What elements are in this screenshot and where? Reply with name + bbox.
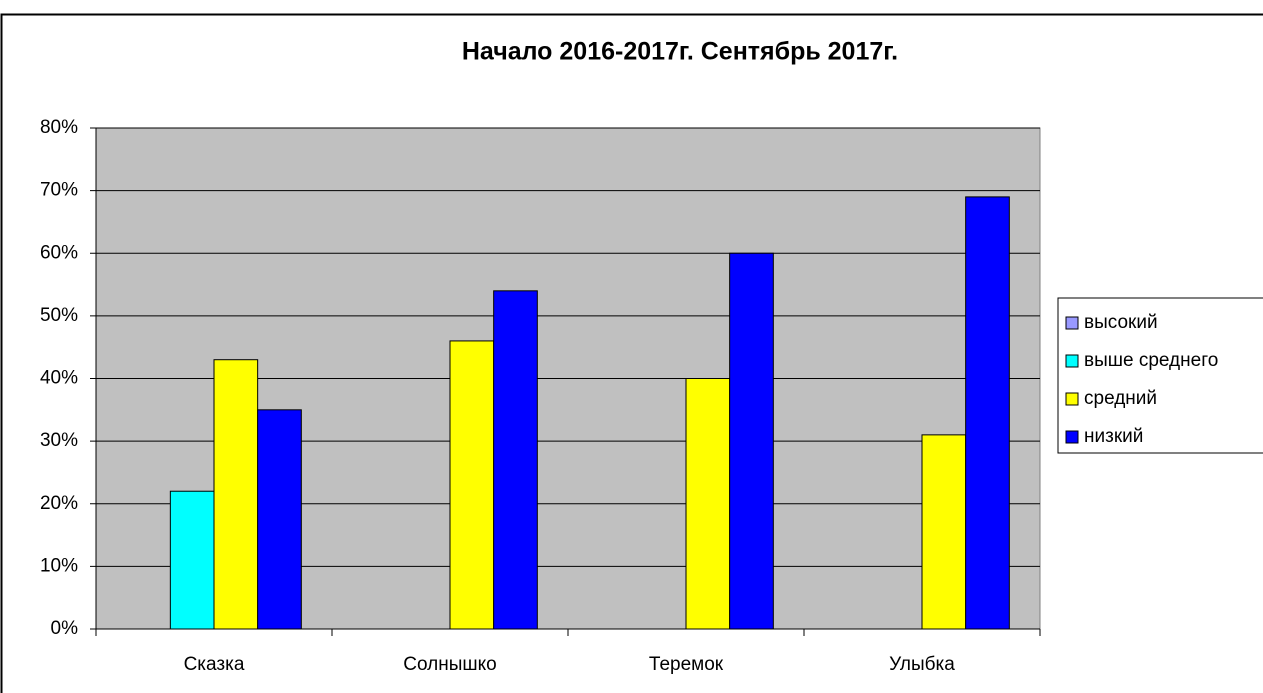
bar — [685, 378, 731, 630]
legend-label: выше среднего — [1084, 350, 1218, 371]
chart-title: Начало 2016-2017г. Сентябрь 2017г. — [462, 38, 898, 66]
bar — [965, 196, 1010, 630]
legend-label: средний — [1084, 388, 1157, 409]
legend-label: высокий — [1084, 312, 1158, 333]
y-tick-label: 40% — [40, 368, 78, 389]
bar — [213, 359, 259, 630]
y-tick-label: 50% — [40, 305, 78, 326]
y-tick-label: 10% — [40, 555, 78, 576]
legend-swatch — [1065, 354, 1079, 368]
legend-label: низкий — [1084, 426, 1143, 447]
y-tick-label: 70% — [40, 180, 78, 201]
y-tick-label: 30% — [40, 430, 78, 451]
legend-swatch — [1065, 316, 1079, 330]
x-tick-label: Сказка — [184, 654, 245, 675]
bar — [921, 434, 967, 630]
y-tick-label: 80% — [40, 117, 78, 138]
x-tick-label: Улыбка — [889, 654, 955, 675]
y-tick-label: 0% — [51, 618, 79, 639]
bar — [449, 340, 495, 630]
x-tick-label: Солнышко — [403, 654, 496, 675]
bar — [729, 252, 774, 630]
x-tick-label: Теремок — [649, 654, 724, 675]
y-tick-label: 20% — [40, 493, 78, 514]
y-tick-label: 60% — [40, 242, 78, 263]
legend-swatch — [1065, 430, 1079, 444]
legend-box — [1057, 297, 1263, 454]
bar — [493, 290, 538, 630]
legend-swatch — [1065, 392, 1079, 406]
bar — [169, 490, 215, 630]
bar — [257, 409, 302, 630]
